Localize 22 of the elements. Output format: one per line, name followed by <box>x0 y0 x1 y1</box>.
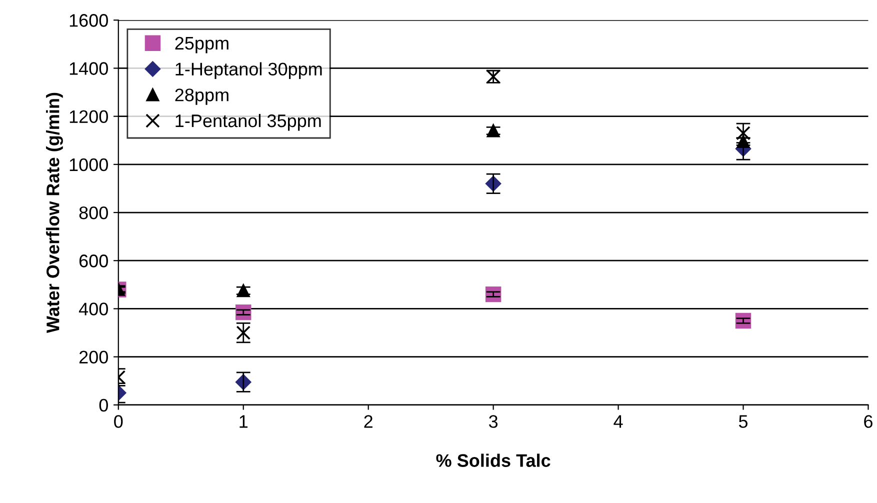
x-tick-label: 2 <box>364 415 372 428</box>
y-tick-label: 200 <box>79 350 108 364</box>
y-tick-label: 1600 <box>70 14 108 27</box>
x-tick-label: 5 <box>738 415 748 428</box>
y-tick-label: 1000 <box>70 158 108 172</box>
y-tick-label: 0 <box>99 398 108 412</box>
legend-label: 1-Pentanol 35ppm <box>176 114 321 131</box>
x-tick-label: 0 <box>114 415 123 428</box>
legend-label: 28ppm <box>175 88 228 105</box>
legend-label: 25ppm <box>175 36 228 54</box>
x-tick-label: 1 <box>240 415 248 428</box>
y-tick-label: 1200 <box>70 110 108 124</box>
x-tick-label: 4 <box>614 415 623 428</box>
x-axis-title: % Solids Talc <box>436 454 550 467</box>
y-tick-label: 800 <box>79 206 108 220</box>
y-axis-title: Water Overflow Rate (g/min) <box>46 92 63 334</box>
y-tick-label: 400 <box>78 302 108 316</box>
y-tick-label: 1400 <box>70 62 108 75</box>
x-tick-label: 6 <box>864 415 872 428</box>
y-tick-label: 600 <box>79 254 108 268</box>
legend-label: 1-Heptanol 30ppm <box>176 62 322 80</box>
x-tick-label: 3 <box>488 415 498 428</box>
